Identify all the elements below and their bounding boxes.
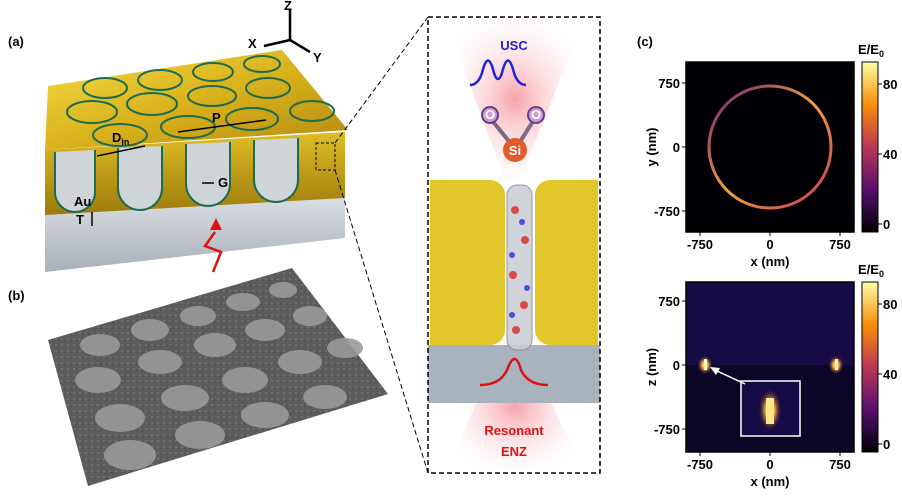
colorbar-title: E/E xyxy=(858,42,879,57)
label-d: Din xyxy=(112,130,129,147)
x-tick-label: 0 xyxy=(766,237,773,252)
colorbar-title: E/E0 xyxy=(858,42,884,59)
axis-y: Y xyxy=(313,50,322,65)
colorbar-tick-label: 0 xyxy=(883,217,890,232)
x-tick-label: 750 xyxy=(829,457,851,472)
y-axis-label: z (nm) xyxy=(644,348,659,386)
slab-illustration xyxy=(45,10,348,273)
y-tick-label: -750 xyxy=(654,204,680,219)
x-tick-label: -750 xyxy=(687,237,713,252)
label-p: P xyxy=(212,110,221,125)
colorbar xyxy=(861,281,879,453)
colorbar-tick-label: 80 xyxy=(883,297,897,312)
label-g: G xyxy=(218,175,228,190)
y-tick-label: 0 xyxy=(673,140,680,155)
enz-label: Resonant xyxy=(484,423,544,438)
axis-z: Z xyxy=(284,0,292,13)
x-axis-label: x (nm) xyxy=(751,474,790,489)
colorbar-tick-label: 0 xyxy=(883,437,890,452)
label-d-sub: in xyxy=(121,137,129,147)
y-tick-label: 750 xyxy=(658,76,680,91)
colorbar-title-sub: 0 xyxy=(879,269,884,279)
gap-schematic xyxy=(334,16,601,474)
colorbar-title-sub: 0 xyxy=(879,49,884,59)
colorbar-title: E/E xyxy=(858,262,879,277)
x-tick-label: 0 xyxy=(766,457,773,472)
colorbar-tick-label: 40 xyxy=(883,147,897,162)
label-au: Au xyxy=(74,194,91,209)
colorbar xyxy=(861,61,879,233)
enz-label: ENZ xyxy=(501,444,527,459)
y-tick-label: 0 xyxy=(673,358,680,373)
panel-label: (a) xyxy=(8,34,24,49)
sem-image xyxy=(48,268,388,486)
atom-label: Si xyxy=(509,143,521,158)
x-tick-label: 750 xyxy=(829,237,851,252)
x-axis-label: x (nm) xyxy=(751,254,790,269)
x-tick-label: -750 xyxy=(687,457,713,472)
colorbar-tick-label: 80 xyxy=(883,77,897,92)
colorbar-tick-label: 40 xyxy=(883,367,897,382)
axis-x: X xyxy=(248,36,257,51)
panel-label: (c) xyxy=(637,34,653,49)
y-tick-label: -750 xyxy=(654,422,680,437)
field-map xyxy=(686,62,854,452)
y-tick-label: 750 xyxy=(658,294,680,309)
label-d: D xyxy=(112,130,121,145)
y-axis-label: y (nm) xyxy=(644,128,659,167)
atom-label: O xyxy=(531,107,541,122)
colorbar-title: E/E0 xyxy=(858,262,884,279)
usc-label: USC xyxy=(500,38,528,53)
atom-label: O xyxy=(485,107,495,122)
label-t: T xyxy=(76,212,84,227)
panel-label: (b) xyxy=(8,288,25,303)
